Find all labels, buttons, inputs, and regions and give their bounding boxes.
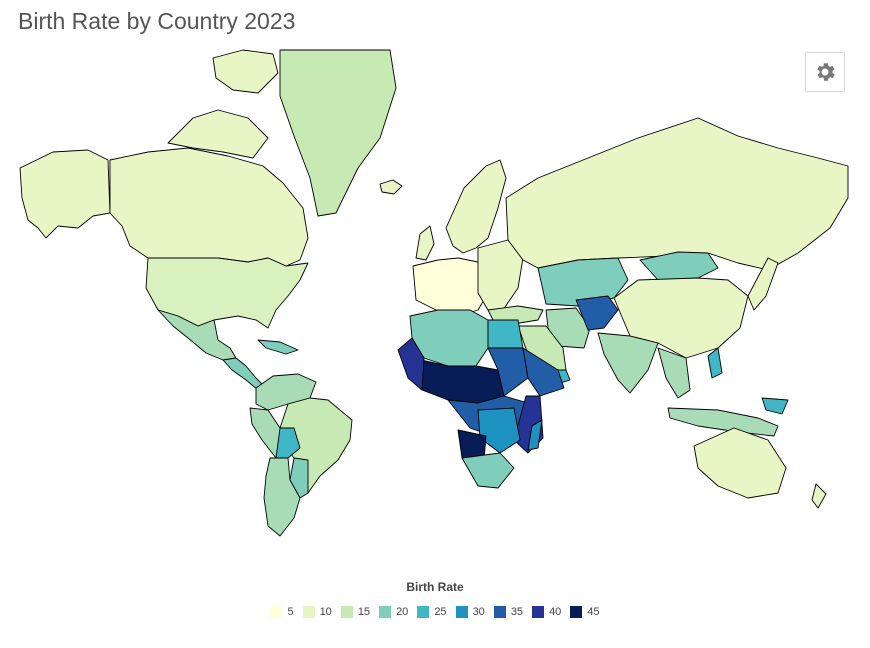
- legend-label: 20: [396, 606, 409, 618]
- legend-swatch: [302, 606, 315, 618]
- region-dr-congo[interactable]: [477, 407, 521, 454]
- legend-swatch: [455, 606, 468, 618]
- region-uk[interactable]: [415, 225, 435, 261]
- region-sudan[interactable]: [487, 347, 529, 397]
- legend-item[interactable]: 10: [302, 606, 332, 618]
- region-new-zealand[interactable]: [811, 483, 827, 509]
- legend-swatch: [417, 606, 430, 618]
- region-russia[interactable]: [505, 117, 849, 271]
- legend-label: 15: [357, 606, 371, 618]
- region-madagascar[interactable]: [527, 419, 543, 451]
- legend-label: 25: [434, 606, 447, 618]
- region-indonesia[interactable]: [667, 407, 779, 437]
- region-canada[interactable]: [109, 147, 309, 267]
- legend-swatch: [340, 606, 353, 618]
- region-greenland[interactable]: [279, 49, 397, 217]
- region-scandinavia[interactable]: [445, 159, 507, 254]
- legend-item[interactable]: 35: [493, 606, 524, 618]
- region-west-africa-coast[interactable]: [397, 337, 425, 391]
- legend-item[interactable]: 25: [417, 606, 447, 618]
- region-southeast-asia[interactable]: [657, 347, 691, 399]
- legend-swatch: [270, 606, 283, 618]
- legend-label: 30: [472, 606, 485, 618]
- legend-label: 10: [319, 606, 332, 618]
- legend: Birth Rate 5 10 15 20 25 30 35 40 45: [0, 580, 870, 618]
- legend-swatch: [532, 606, 545, 618]
- region-iceland[interactable]: [379, 179, 403, 195]
- legend-label: 35: [510, 606, 524, 618]
- region-alaska[interactable]: [19, 149, 111, 239]
- gear-icon: [817, 63, 835, 81]
- region-mexico[interactable]: [157, 309, 237, 361]
- region-arctic-islands[interactable]: [212, 49, 279, 94]
- legend-item[interactable]: 15: [340, 606, 371, 618]
- legend-item[interactable]: 40: [532, 606, 561, 618]
- legend-swatch: [570, 606, 583, 618]
- legend-label: 45: [587, 606, 600, 618]
- legend-item[interactable]: 45: [570, 606, 600, 618]
- region-bolivia[interactable]: [275, 427, 301, 459]
- settings-button[interactable]: [805, 52, 845, 92]
- legend-swatch: [493, 606, 506, 618]
- legend-item[interactable]: 5: [270, 606, 294, 618]
- world-map[interactable]: [18, 48, 850, 553]
- region-caribbean[interactable]: [257, 339, 299, 355]
- region-southern-africa[interactable]: [461, 452, 515, 489]
- region-central-asia[interactable]: [537, 257, 629, 307]
- region-egypt[interactable]: [487, 319, 524, 349]
- region-philippines[interactable]: [707, 347, 723, 379]
- map-title: Birth Rate by Country 2023: [18, 8, 296, 34]
- region-australia[interactable]: [693, 427, 787, 499]
- region-india[interactable]: [597, 332, 659, 394]
- region-argentina-chile[interactable]: [263, 457, 301, 537]
- legend-swatch: [379, 606, 392, 618]
- legend-label: 5: [287, 606, 294, 618]
- region-horn-africa[interactable]: [522, 347, 565, 397]
- legend-title: Birth Rate: [406, 580, 464, 594]
- region-afghanistan-pakistan[interactable]: [575, 295, 619, 331]
- legend-item[interactable]: 30: [455, 606, 485, 618]
- legend-label: 40: [549, 606, 562, 618]
- legend-item[interactable]: 20: [379, 606, 408, 618]
- region-japan-korea[interactable]: [747, 257, 779, 311]
- region-western-europe[interactable]: [412, 257, 489, 317]
- region-papua-new-guinea[interactable]: [761, 397, 789, 415]
- region-canada-islands[interactable]: [167, 109, 269, 159]
- legend-items: 5 10 15 20 25 30 35 40 45: [0, 606, 870, 618]
